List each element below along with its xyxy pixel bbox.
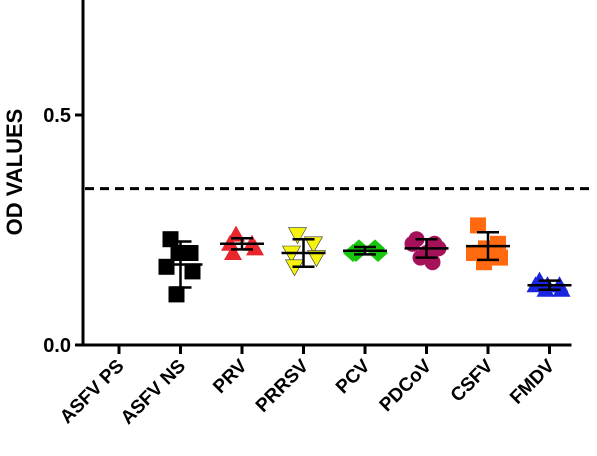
x-category-label: PDCoV [376,355,437,416]
data-point [224,244,242,260]
data-point [306,250,327,268]
x-category-label: ASFV PS [56,356,128,428]
data-point [552,280,571,297]
data-point [346,244,366,262]
data-point [162,231,179,248]
data-point [184,263,201,280]
x-category-label: PRRSV [252,355,313,416]
data-point [170,245,187,261]
data-point [368,244,388,262]
x-category-label: FMDV [506,355,559,408]
data-point [168,286,185,303]
x-category-label: PCV [332,355,375,398]
y-tick-label: 0.5 [43,105,71,127]
data-point [303,236,324,254]
y-tick-label: 0.0 [43,335,71,357]
data-point [246,239,264,256]
data-point [158,258,175,275]
y-axis-title: OD VALUES [2,109,27,236]
data-point [287,227,308,245]
x-category-label: PRV [209,355,251,397]
x-category-label: ASFV NS [117,356,190,429]
data-point [470,217,486,234]
data-point [476,254,492,271]
x-category-label: CSFV [447,355,498,406]
data-point [492,249,508,266]
